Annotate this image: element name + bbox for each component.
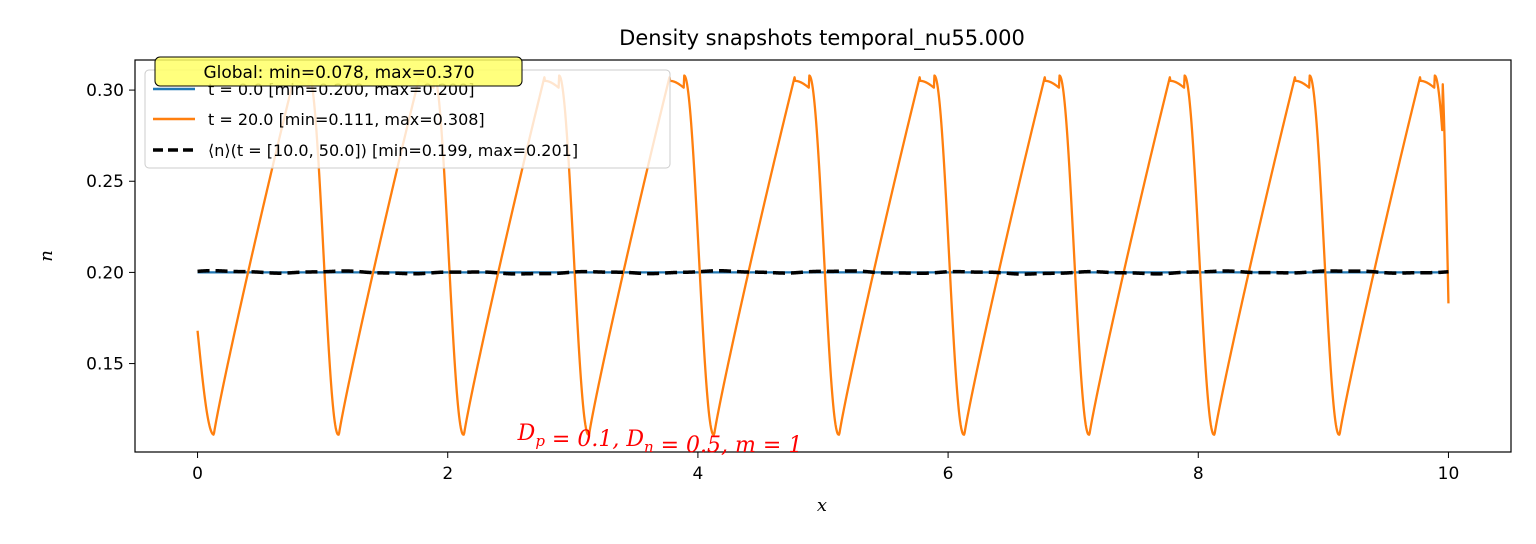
y-tick-label: 0.30 <box>86 81 124 101</box>
y-tick-label: 0.25 <box>86 172 124 192</box>
series-line-2 <box>196 268 1450 276</box>
y-axis: 0.15 0.20 0.25 0.30 <box>86 81 135 375</box>
y-tick-label: 0.15 <box>86 355 124 375</box>
x-tick-label: 0 <box>192 464 203 484</box>
global-badge-text: Global: min=0.078, max=0.370 <box>203 63 474 83</box>
params-annotation: Dp = 0.1, Dn = 0.5, m = 1 <box>517 421 803 458</box>
x-tick-label: 4 <box>692 464 703 484</box>
plot-frame <box>134 59 1512 453</box>
legend-entry-mean: ⟨n⟩(t = [10.0, 50.0]) [min=0.199, max=0.… <box>208 141 578 160</box>
y-tick-label: 0.20 <box>86 263 124 283</box>
x-axis-label: x <box>817 495 827 516</box>
x-tick-label: 6 <box>943 464 954 484</box>
x-tick-label: 10 <box>1438 464 1460 484</box>
x-tick-label: 8 <box>1193 464 1204 484</box>
global-badge-box <box>154 56 523 87</box>
chart-title: Density snapshots temporal_nu55.000 <box>619 26 1025 51</box>
y-axis-label: n <box>36 250 57 262</box>
global-range-badge: Global: min=0.078, max=0.370 <box>154 56 523 87</box>
x-axis: 0 2 4 6 8 10 <box>192 452 1459 484</box>
legend-entry-t20: t = 20.0 [min=0.111, max=0.308] <box>208 110 485 129</box>
x-tick-label: 2 <box>442 464 453 484</box>
